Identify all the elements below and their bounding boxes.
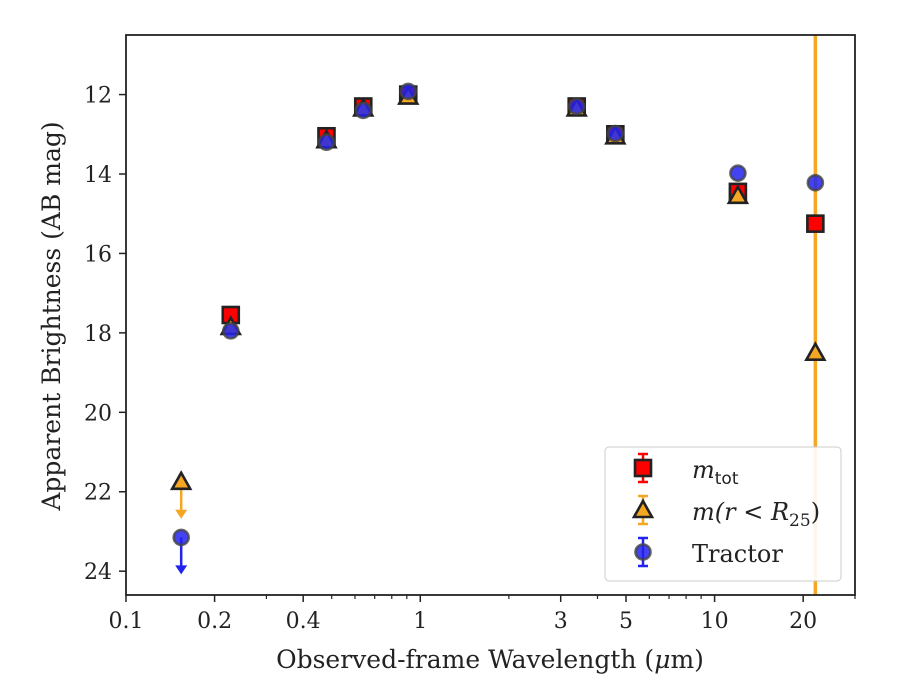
point-tractor-2: [317, 133, 336, 152]
point-mtot-7: [806, 214, 825, 233]
y-tick-label-0: 12: [84, 84, 112, 109]
series-tractor: [172, 82, 825, 575]
point-tractor-6: [606, 124, 625, 143]
x-tick-label-5: 5: [619, 609, 633, 634]
y-tick-label-6: 24: [84, 560, 112, 585]
plot-layer: [169, 35, 827, 595]
point-tractor-0: [172, 528, 190, 547]
point-mr25-0: [169, 470, 193, 491]
legend-label-tractor: Tractor: [692, 540, 783, 568]
x-tick-label-1: 0.2: [197, 609, 232, 634]
x-tick-label-0: 0.1: [109, 609, 144, 634]
legend-marker-mr25: [631, 498, 655, 519]
point-mr25-0-arrow-head: [175, 509, 188, 519]
x-tick-label-7: 20: [789, 609, 817, 634]
point-tractor-3: [354, 101, 373, 120]
point-tractor-7: [729, 164, 747, 183]
point-tractor-4: [399, 82, 418, 101]
y-tick-label-3: 18: [84, 322, 112, 347]
point-tractor-1: [221, 322, 240, 340]
legend-label-mtot: mtot: [692, 456, 739, 489]
axes-layer: 0.1 0.2 0.4 1 3 5 10 20 12 14 16 18 20 22 24: [84, 34, 856, 634]
legend-marker-tractor: [634, 543, 652, 561]
point-tractor-5: [567, 97, 586, 116]
y-tick-label-5: 22: [84, 481, 112, 506]
point-tractor-0-arrow-head: [175, 565, 188, 575]
axes-frame: [125, 34, 856, 596]
x-axis-label: Observed-frame Wavelength (μm): [276, 645, 704, 674]
legend-box: [604, 446, 842, 582]
y-tick-label-4: 20: [84, 401, 112, 426]
legend-label-mr25: m(r < R25): [692, 498, 820, 531]
point-mr25-8: [804, 341, 827, 362]
x-tick-label-4: 3: [554, 609, 568, 634]
x-tick-label-3: 1: [413, 609, 427, 634]
x-tick-label-6: 10: [701, 609, 729, 634]
point-mr25-7: [726, 184, 750, 205]
y-tick-label-1: 14: [84, 163, 112, 188]
legend-marker-mtot: [633, 458, 653, 478]
legend-markers: [631, 452, 655, 568]
y-axis-label: Apparent Brightness (AB mag): [37, 121, 66, 511]
y-tick-label-2: 16: [84, 242, 112, 267]
legend: mtot m(r < R25) Tractor: [604, 446, 842, 582]
point-tractor-8: [806, 173, 825, 192]
x-tick-label-2: 0.4: [286, 609, 321, 634]
